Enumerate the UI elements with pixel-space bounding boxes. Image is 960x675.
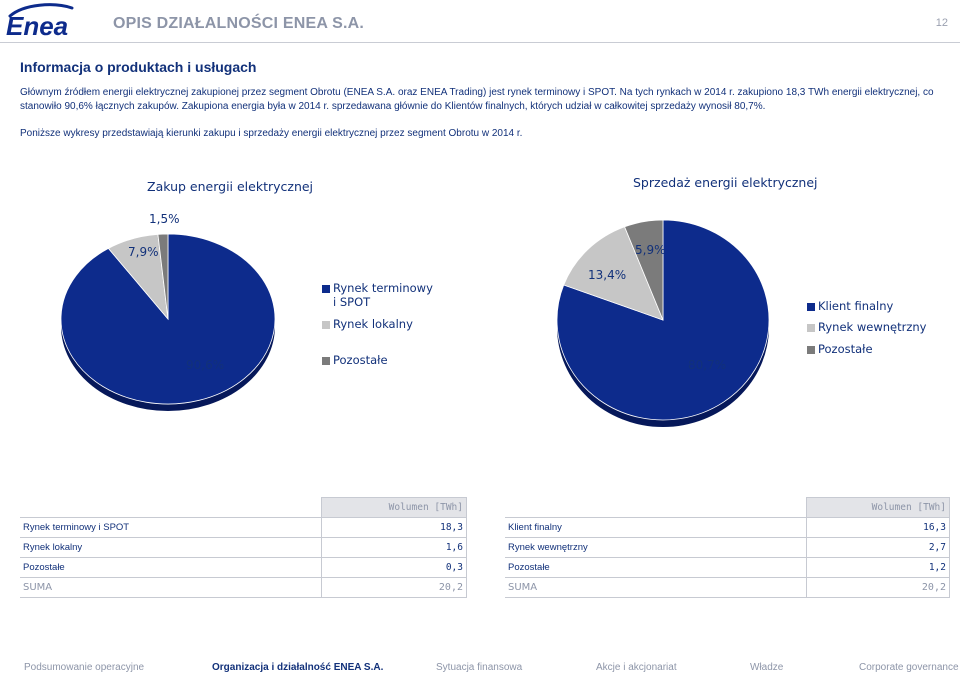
footer-link-operations-summary[interactable]: Podsumowanie operacyjne <box>24 662 145 673</box>
table-cell-value: 1,2 <box>806 557 950 578</box>
footer-link-authorities[interactable]: Władze <box>750 662 784 673</box>
intro-paragraph: Głównym źródłem energii elektrycznej zak… <box>20 87 934 112</box>
legend-swatch-dark <box>322 357 330 365</box>
purchase-chart-title: Zakup energii elektrycznej <box>147 179 314 194</box>
table-row: Pozostałe 0,3 <box>20 557 467 578</box>
table-sum-row: SUMA 20,2 <box>20 577 467 598</box>
legend-swatch-dark <box>807 346 815 354</box>
sales-chart-title: Sprzedaż energii elektrycznej <box>633 175 818 190</box>
footer-link-shares[interactable]: Akcje i akcjonariat <box>596 662 677 673</box>
pie-charts <box>60 219 770 427</box>
table-sum-label: SUMA <box>20 577 322 598</box>
charts-intro-paragraph: Poniższe wykresy przedstawiają kierunki … <box>20 128 523 139</box>
table-sum-value: 20,2 <box>321 577 467 598</box>
sales-pie-slice-other <box>624 219 664 321</box>
table-cell-value: 0,3 <box>321 557 467 578</box>
table-header-empty <box>505 497 807 518</box>
legend-swatch-light <box>322 321 330 329</box>
table-cell-value: 16,3 <box>806 517 950 538</box>
legend-swatch-navy <box>807 303 815 311</box>
table-cell-value: 18,3 <box>321 517 467 538</box>
pie-label-purchase-spot: 90,6% <box>186 358 225 372</box>
table-header-volume: Wolumen [TWh] <box>806 497 950 518</box>
pie-label-purchase-local: 7,9% <box>128 245 159 259</box>
footer-link-corporate-governance[interactable]: Corporate governance <box>859 662 959 673</box>
table-sum-label: SUMA <box>505 577 807 598</box>
pie-label-sales-internal: 13,4% <box>588 268 627 282</box>
table-sum-value: 20,2 <box>806 577 950 598</box>
page-number: 12 <box>935 17 948 29</box>
table-header-row: Wolumen [TWh] <box>20 497 467 518</box>
page-header: Enea OPIS DZIAŁALNOŚCI ENEA S.A. 12 <box>0 0 960 44</box>
pie-label-sales-other: 5,9% <box>635 243 666 257</box>
sales-pie-slice-internal <box>563 226 664 321</box>
table-cell-label: Rynek wewnętrzny <box>505 537 807 558</box>
footer-link-financial-situation[interactable]: Sytuacja finansowa <box>436 662 523 673</box>
table-header-row: Wolumen [TWh] <box>505 497 950 518</box>
document-title: OPIS DZIAŁALNOŚCI ENEA S.A. <box>113 15 365 32</box>
table-row: Rynek terminowy i SPOT 18,3 <box>20 517 467 538</box>
purchase-volume-table: Wolumen [TWh] Rynek terminowy i SPOT 18,… <box>20 497 467 598</box>
legend-label: Pozostałe <box>333 353 388 367</box>
table-row: Rynek lokalny 1,6 <box>20 537 467 558</box>
purchase-pie-slice-other <box>157 233 169 320</box>
legend-label: Rynek wewnętrzny <box>818 320 927 334</box>
logo-text: Enea <box>6 11 68 40</box>
legend-swatch-light <box>807 324 815 332</box>
legend-label: Klient finalny <box>818 299 894 313</box>
table-cell-label: Rynek lokalny <box>20 537 322 558</box>
table-cell-label: Pozostałe <box>505 557 807 578</box>
pie-label-sales-final: 80,7% <box>688 358 727 372</box>
table-sum-row: SUMA 20,2 <box>505 577 950 598</box>
table-cell-label: Pozostałe <box>20 557 322 578</box>
legend-swatch-navy <box>322 285 330 293</box>
table-row: Pozostałe 1,2 <box>505 557 950 578</box>
header-divider <box>0 42 960 43</box>
footer-link-organization[interactable]: Organizacja i działalność ENEA S.A. <box>212 662 384 673</box>
legend-label: Rynek lokalny <box>333 317 413 331</box>
footer-nav: Podsumowanie operacyjne Organizacja i dz… <box>0 660 960 675</box>
table-cell-value: 1,6 <box>321 537 467 558</box>
table-row: Klient finalny 16,3 <box>505 517 950 538</box>
table-row: Rynek wewnętrzny 2,7 <box>505 537 950 558</box>
table-header-empty <box>20 497 322 518</box>
table-cell-label: Klient finalny <box>505 517 807 538</box>
legend-label: Pozostałe <box>818 342 873 356</box>
pie-label-purchase-other: 1,5% <box>149 212 180 226</box>
legend-label: Rynek terminowy <box>333 281 433 295</box>
table-cell-label: Rynek terminowy i SPOT <box>20 517 322 538</box>
sales-volume-table: Wolumen [TWh] Klient finalny 16,3 Rynek … <box>505 497 950 598</box>
legend-label: i SPOT <box>333 295 371 309</box>
enea-logo: Enea <box>6 3 74 40</box>
table-cell-value: 2,7 <box>806 537 950 558</box>
section-title: Informacja o produktach i usługach <box>20 59 257 75</box>
table-header-volume: Wolumen [TWh] <box>321 497 467 518</box>
